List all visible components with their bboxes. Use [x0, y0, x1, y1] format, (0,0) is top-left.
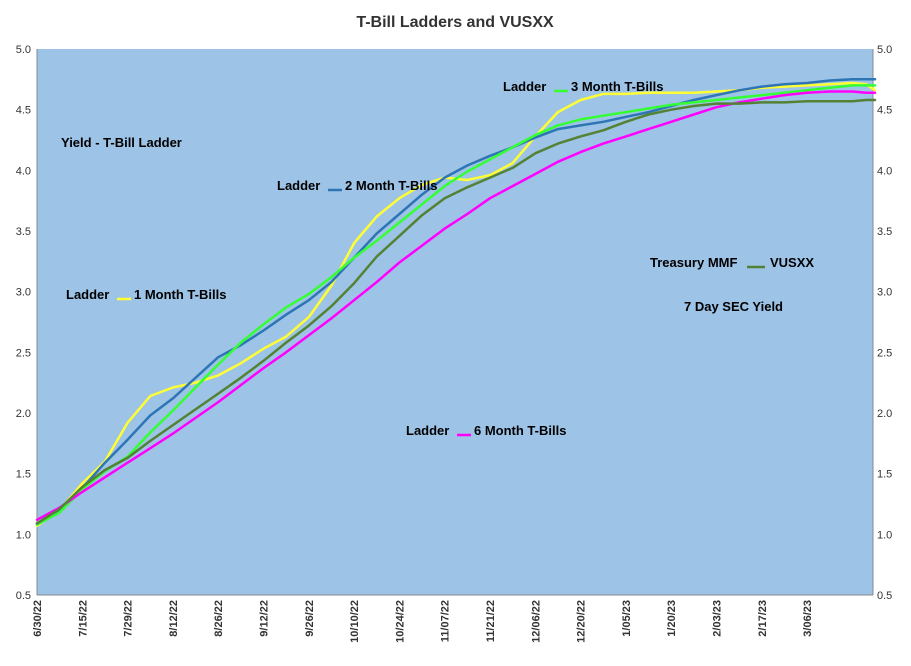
- x-axis: 6/30/22 7/15/22 7/29/22 8/12/22 8/26/22 9/12/…: [32, 594, 873, 643]
- x-tick-label: 6/30/22: [32, 600, 44, 637]
- annotation-label-6: 7 Day SEC Yield: [684, 299, 783, 314]
- y-tick-label-left: 3.5: [16, 226, 31, 238]
- x-tick-label: 2/17/23: [757, 600, 769, 637]
- plot-area: [37, 49, 873, 595]
- x-tick-label: 8/12/22: [168, 600, 180, 637]
- y-tick-label-right: 4.0: [877, 165, 892, 177]
- x-tick-label: 2/03/23: [712, 600, 724, 637]
- series-line-1: [35, 78, 877, 525]
- y-tick-label-right: 3.5: [877, 226, 892, 238]
- chart-title: T-Bill Ladders and VUSXX: [356, 14, 554, 31]
- y-tick-label-left: 1.0: [16, 529, 31, 541]
- annotation-label-5: Treasury MMF: [650, 255, 737, 270]
- y-tick-label-left: 3.0: [16, 287, 31, 299]
- y-tick-label-left: 1.5: [16, 469, 31, 481]
- y-tick-label-right: 1.0: [877, 529, 892, 541]
- series-group: [35, 78, 877, 528]
- x-tick-label: 3/06/23: [802, 600, 814, 637]
- x-tick-label: 8/26/22: [213, 600, 225, 637]
- x-tick-label: 12/06/22: [530, 600, 542, 643]
- x-tick-label: 9/26/22: [304, 600, 316, 637]
- y-axis-left: 0.5 1.0 1.5 2.0 2.5 3.0 3.5 4.0 4.5 5.0: [16, 44, 38, 602]
- annotation-label-3: Ladder: [503, 79, 546, 94]
- annotation-label-4: Ladder: [406, 423, 449, 438]
- y-tick-label-left: 5.0: [16, 44, 31, 56]
- x-tick-label: 1/05/23: [621, 600, 633, 637]
- annotation-series-name-5: VUSXX: [770, 255, 814, 270]
- series-line-3: [35, 90, 877, 522]
- y-tick-label-right: 2.0: [877, 408, 892, 420]
- y-tick-label-right: 3.0: [877, 287, 892, 299]
- annotation-label-1: Ladder: [66, 287, 109, 302]
- annotation-series-name-4: 6 Month T-Bills: [474, 423, 566, 438]
- x-tick-label: 7/15/22: [77, 600, 89, 637]
- y-tick-label-left: 0.5: [16, 590, 31, 602]
- y-tick-label-left: 4.0: [16, 165, 31, 177]
- annotation-series-name-3: 3 Month T-Bills: [571, 79, 663, 94]
- annotation-series-name-1: 1 Month T-Bills: [134, 287, 226, 302]
- annotation-label-2: Ladder: [277, 178, 320, 193]
- y-tick-label-right: 5.0: [877, 44, 892, 56]
- y-tick-label-right: 4.5: [877, 105, 892, 117]
- y-tick-label-right: 2.5: [877, 347, 892, 359]
- series-line-2: [35, 84, 877, 526]
- y-tick-label-left: 2.0: [16, 408, 31, 420]
- x-tick-label: 12/20/22: [576, 600, 588, 643]
- y-tick-label-left: 2.5: [16, 347, 31, 359]
- x-tick-label: 1/20/23: [666, 600, 678, 637]
- x-tick-label: 11/21/22: [485, 600, 497, 642]
- x-tick-label: 10/24/22: [394, 600, 406, 643]
- series-line-4: [35, 98, 877, 525]
- annotations: Yield - T-Bill Ladder Ladder 1 Month T-Bil…: [61, 79, 814, 438]
- x-tick-label: 11/07/22: [440, 600, 452, 642]
- y-tick-label-right: 1.5: [877, 469, 892, 481]
- annotation-series-name-2: 2 Month T-Bills: [345, 178, 437, 193]
- y-tick-label-left: 4.5: [16, 105, 31, 117]
- x-tick-label: 9/12/22: [259, 600, 271, 637]
- y-axis-right: 0.5 1.0 1.5 2.0 2.5 3.0 3.5 4.0 4.5 5.0: [872, 44, 892, 602]
- x-tick-label: 7/29/22: [123, 600, 135, 637]
- x-tick-label: 10/10/22: [349, 600, 361, 643]
- annotation-label-0: Yield - T-Bill Ladder: [61, 135, 182, 150]
- y-tick-label-right: 0.5: [877, 590, 892, 602]
